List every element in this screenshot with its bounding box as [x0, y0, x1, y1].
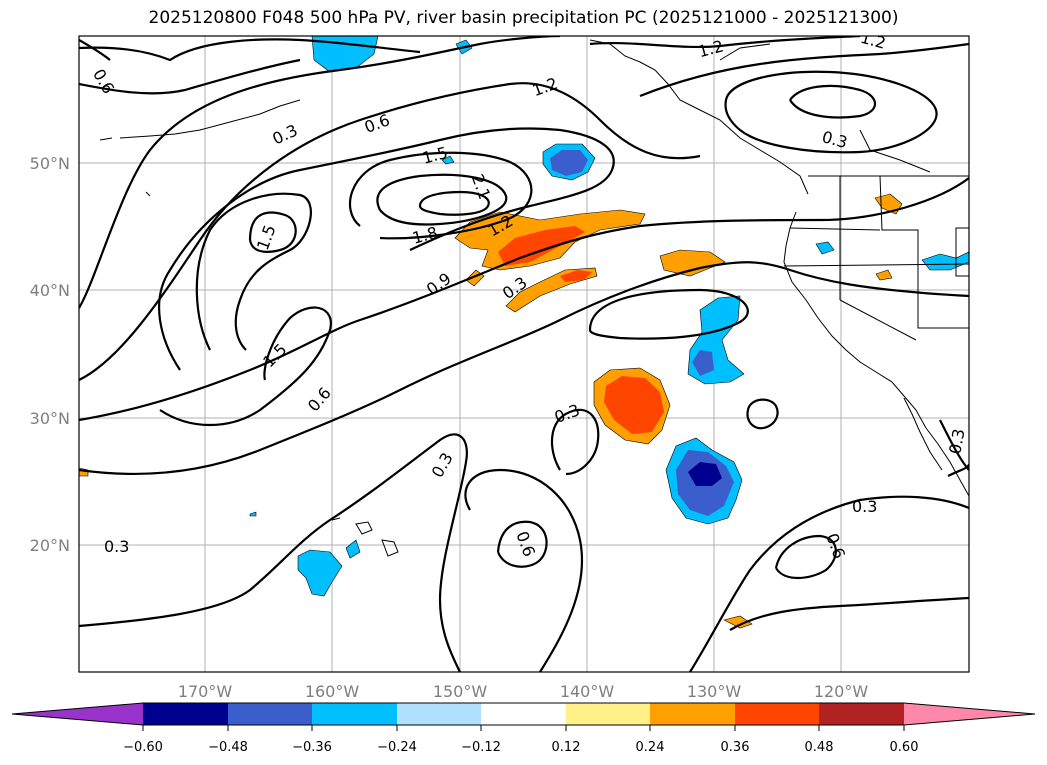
positive-anomaly-core: [604, 376, 664, 434]
map-frame: [78, 35, 970, 673]
graticule: [79, 36, 969, 672]
lon-label: 130°W: [687, 682, 742, 701]
longitude-labels: 170°W 160°W 150°W 140°W 130°W 120°W: [178, 682, 869, 701]
colorbar-tick-label: −0.60: [123, 740, 163, 755]
lat-label: 40°N: [30, 281, 70, 300]
colorbar-tick-label: 0.60: [890, 740, 919, 755]
colorbar-segment: [735, 703, 819, 725]
pv-contours: [79, 36, 969, 672]
negative-anomaly-area: [249, 511, 257, 517]
colorbar-tick-marks: [142, 725, 905, 731]
colorbar-segment: [650, 703, 735, 725]
precipitation-anomaly-fills: [79, 36, 969, 629]
colorbar-segment: [312, 703, 397, 725]
lon-label: 160°W: [305, 682, 360, 701]
map-title: 2025120800 F048 500 hPa PV, river basin …: [148, 8, 899, 28]
lon-label: 170°W: [178, 682, 233, 701]
coastlines: [99, 39, 969, 557]
colorbar-segment-low-extend: [12, 703, 143, 725]
positive-anomaly-core: [560, 270, 592, 282]
colorbar-segment: [143, 703, 228, 725]
colorbar-tick-label: −0.48: [208, 740, 248, 755]
positive-anomaly-area: [875, 269, 893, 281]
positive-anomaly-area: [723, 615, 753, 629]
lat-label: 30°N: [30, 409, 70, 428]
colorbar-segment: [566, 703, 650, 725]
contour-label: 0.3: [104, 537, 129, 556]
colorbar-tick-labels: −0.60 −0.48 −0.36 −0.24 −0.12 0.12 0.24 …: [123, 740, 918, 755]
negative-anomaly-area: [345, 539, 361, 559]
lat-label: 50°N: [30, 154, 70, 173]
lat-label: 20°N: [30, 536, 70, 555]
map-plot-area: 0.6 0.3 0.6 1.2 1.2 1.2 0.3 1.5 2.1 1.5 …: [79, 36, 969, 672]
colorbar-tick-label: −0.36: [292, 740, 332, 755]
lon-label: 150°W: [433, 682, 488, 701]
positive-anomaly-core: [498, 226, 585, 266]
negative-anomaly-core: [550, 150, 588, 176]
colorbar-segment-high-extend: [904, 703, 1035, 725]
negative-anomaly-area: [297, 549, 343, 597]
colorbar-segment: [481, 703, 566, 725]
lon-label: 140°W: [560, 682, 615, 701]
colorbar-segment: [819, 703, 904, 725]
lon-label: 120°W: [814, 682, 869, 701]
contour-label: 0.3: [945, 427, 968, 455]
contour-label: 0.3: [852, 497, 877, 516]
colorbar-tick-label: −0.24: [377, 740, 417, 755]
colorbar-tick-label: 0.12: [552, 740, 581, 755]
latitude-labels: 50°N 40°N 30°N 20°N: [30, 154, 70, 555]
colorbar-tick-label: 0.24: [636, 740, 665, 755]
colorbar-segment: [397, 703, 481, 725]
negative-anomaly-area: [815, 241, 835, 255]
negative-anomaly-peak: [688, 462, 722, 486]
colorbar-tick-label: 0.36: [721, 740, 750, 755]
negative-anomaly-area: [921, 251, 969, 271]
colorbar: −0.60 −0.48 −0.36 −0.24 −0.12 0.12 0.24 …: [11, 702, 1036, 755]
colorbar-segment: [228, 703, 312, 725]
colorbar-tick-label: −0.12: [461, 740, 501, 755]
colorbar-tick-label: 0.48: [805, 740, 834, 755]
negative-anomaly-core: [692, 350, 714, 376]
negative-anomaly-area: [441, 155, 455, 165]
